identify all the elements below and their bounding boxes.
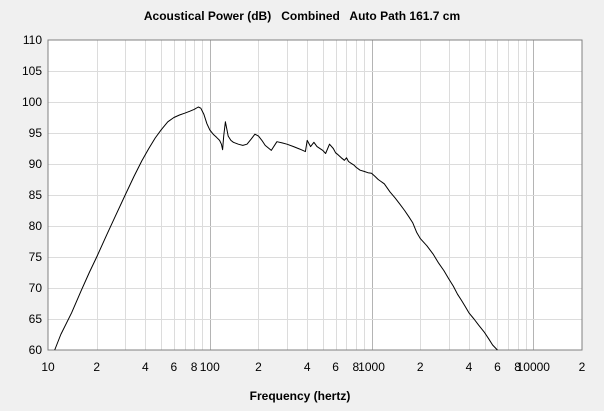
x-tick-label: 6 — [332, 360, 339, 374]
x-tick-label: 10 — [41, 360, 55, 374]
chart-title: Acoustical Power (dB) Combined Auto Path… — [144, 9, 460, 23]
x-tick-label: 8 — [353, 360, 360, 374]
x-tick-label: 8 — [514, 360, 521, 374]
x-tick-label: 1000 — [358, 360, 385, 374]
series-line-0 — [54, 106, 498, 351]
x-tick-label: 2 — [417, 360, 424, 374]
x-axis-label: Frequency (hertz) — [250, 389, 351, 403]
y-tick-label: 60 — [29, 343, 43, 357]
x-tick-label: 8 — [191, 360, 198, 374]
x-tick-label: 10000 — [517, 360, 551, 374]
y-tick-label: 90 — [29, 157, 43, 171]
x-tick-label: 4 — [304, 360, 311, 374]
x-tick-label: 2 — [93, 360, 100, 374]
y-tick-label: 75 — [29, 250, 43, 264]
x-tick-label: 6 — [494, 360, 501, 374]
y-tick-label: 70 — [29, 281, 43, 295]
y-tick-label: 85 — [29, 188, 43, 202]
y-tick-label: 80 — [29, 219, 43, 233]
x-tick-label: 2 — [579, 360, 586, 374]
y-axis-ticks: 60 65 70 75 80 85 90 95 100 105 110 — [22, 33, 42, 357]
y-tick-label: 95 — [29, 126, 43, 140]
x-tick-label: 6 — [171, 360, 178, 374]
x-tick-label: 4 — [466, 360, 473, 374]
x-tick-label: 2 — [255, 360, 262, 374]
y-tick-label: 105 — [22, 64, 42, 78]
y-tick-label: 100 — [22, 95, 42, 109]
y-tick-label: 110 — [23, 33, 42, 47]
x-tick-label: 4 — [142, 360, 149, 374]
x-tick-label: 100 — [200, 360, 220, 374]
y-tick-label: 65 — [29, 312, 43, 326]
grid-lines — [48, 40, 582, 350]
plot-frame — [47, 39, 583, 351]
series-group — [54, 106, 498, 351]
